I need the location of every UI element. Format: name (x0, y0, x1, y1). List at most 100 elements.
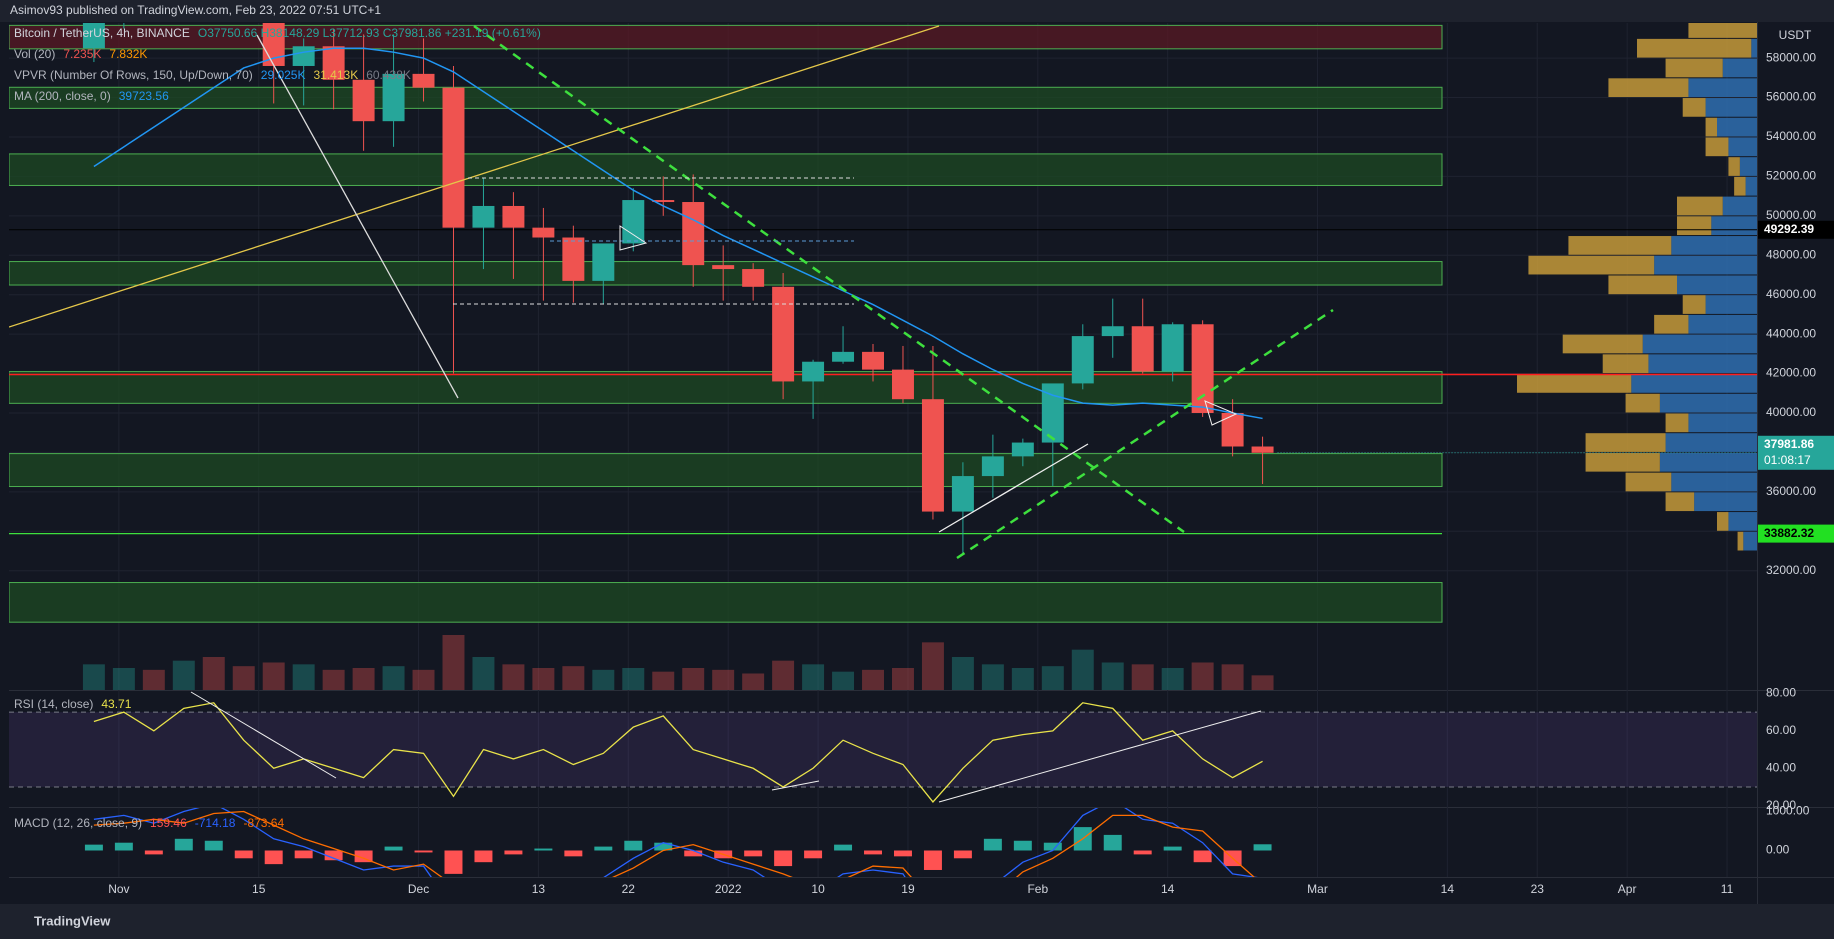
volume-bar (862, 669, 884, 690)
triangle (619, 225, 648, 251)
vp-up (1665, 433, 1757, 452)
macd-hist (1193, 850, 1212, 863)
x-tick-label: 11 (1721, 882, 1734, 896)
vp-up (1631, 374, 1757, 393)
vp-up (1722, 58, 1757, 78)
candle-body (1101, 326, 1124, 337)
macd-hist (414, 850, 433, 853)
legend-text: VPVR (Number Of Rows, 150, Up/Down, 70) (14, 68, 253, 82)
vp-down (1682, 98, 1706, 117)
rsi-drawings (190, 691, 1262, 803)
countdown: 01:08:17 (1764, 453, 1811, 467)
macd-hist (234, 850, 253, 859)
vp-up (1745, 176, 1757, 196)
y-tick-label: 42000.00 (1766, 366, 1816, 380)
y-tick-label: 80.00 (1766, 686, 1796, 700)
vp-up (1705, 295, 1757, 314)
vp-up (1711, 216, 1757, 236)
candle-body (1011, 442, 1034, 457)
y-tick-label: 0.00 (1766, 843, 1790, 857)
rsi-band-fill (9, 712, 1757, 787)
y-tick-label: 36000.00 (1766, 484, 1816, 498)
macd-hist (174, 838, 193, 851)
candle-body (472, 205, 495, 228)
macd-hist (744, 850, 763, 857)
volume-bar (232, 666, 255, 690)
x-tick-label: Apr (1618, 882, 1637, 896)
vp-down (1705, 117, 1717, 137)
candle-body (772, 286, 795, 382)
candle-body (1191, 324, 1214, 413)
header-bar (0, 0, 1834, 22)
macd-hist (1253, 844, 1272, 851)
vp-up (1694, 492, 1757, 512)
vp-up (1739, 157, 1757, 176)
volume-bar (802, 664, 825, 690)
trendline (9, 25, 940, 328)
x-tick-label: 13 (532, 882, 546, 896)
trendline (771, 780, 820, 791)
vp-up (1705, 98, 1757, 117)
vp-down (1665, 492, 1695, 512)
vp-up (1654, 255, 1757, 275)
legend-text: Bitcoin / TetherUS, 4h, BINANCE (14, 26, 190, 40)
legend-text: -873.64 (243, 816, 284, 830)
triangle (1204, 400, 1238, 426)
legend-text: 7.832K (109, 47, 147, 61)
zone (9, 261, 1443, 286)
footer: TradingView (34, 913, 111, 928)
vp-down (1608, 275, 1677, 295)
volume-bar (1071, 649, 1094, 690)
macd-hist (444, 850, 463, 874)
volume-bar (1221, 664, 1244, 690)
candle-body (682, 202, 705, 266)
volume-bar (772, 660, 795, 690)
legend-text: 39723.56 (119, 89, 169, 103)
vp-down (1517, 374, 1632, 393)
y-tick-label: 48000.00 (1766, 247, 1816, 261)
y-tick-label: 44000.00 (1766, 326, 1816, 340)
candle-body (652, 200, 675, 203)
x-tick-label: 10 (811, 882, 825, 896)
candle-body (352, 79, 375, 122)
vp-down (1688, 23, 1757, 38)
y-tick-label: 20.00 (1766, 798, 1796, 812)
vp-down (1734, 176, 1746, 196)
vp-up (1688, 314, 1757, 334)
legend-text: Vol (20) (14, 47, 55, 61)
x-tick-label: Mar (1307, 882, 1328, 896)
macd-hist (893, 850, 912, 857)
vp-down (1677, 216, 1712, 236)
vp-down (1637, 38, 1752, 58)
macd-hist (264, 850, 283, 865)
footer-bar (0, 904, 1834, 939)
volume-bar (142, 669, 165, 690)
volume-bar (202, 657, 225, 690)
vp-down (1602, 354, 1649, 374)
vp-up (1743, 531, 1757, 551)
candle-body (592, 243, 615, 281)
vp-down (1705, 137, 1729, 157)
volume-bar (622, 668, 645, 690)
legend-text: MA (200, close, 0) (14, 89, 111, 103)
macd-hist (1103, 834, 1122, 851)
volume-bar (981, 664, 1004, 690)
macd-hist (564, 850, 583, 857)
header: Asimov93 published on TradingView.com, F… (10, 3, 381, 17)
candle-body (802, 361, 825, 382)
legend-text: O37750.66 H38148.29 L37712.93 C37981.86 … (198, 26, 541, 40)
macd-hist (983, 838, 1002, 851)
volume-bar (652, 671, 675, 690)
volume-bar (262, 662, 285, 690)
vp-down (1728, 157, 1740, 176)
y-tick-label: 60.00 (1766, 723, 1796, 737)
x-tick-label: Dec (408, 882, 429, 896)
macd-hist (774, 850, 793, 867)
volume-bar (292, 664, 315, 690)
currency: USDT (1779, 28, 1812, 42)
candle-body (292, 46, 315, 66)
y-tick-label: 54000.00 (1766, 129, 1816, 143)
macd-hist (1043, 842, 1062, 851)
volume-bar (742, 673, 765, 690)
volume-bar (112, 668, 135, 690)
